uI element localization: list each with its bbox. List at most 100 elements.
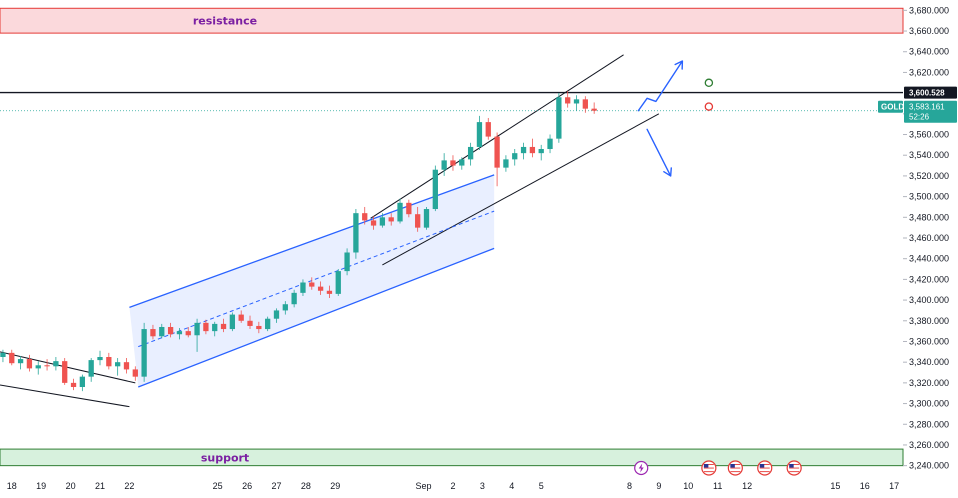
candle-body xyxy=(538,149,544,154)
resistance-zone-box[interactable] xyxy=(0,7,904,34)
candle xyxy=(159,323,165,339)
candle-countdown: 52:26 xyxy=(909,113,930,122)
y-tick-label: 3,400.000 xyxy=(909,295,949,305)
flag-stripe xyxy=(759,465,770,467)
candle-body xyxy=(273,310,280,319)
candle-body xyxy=(397,202,403,222)
candle-body xyxy=(520,146,527,154)
x-tick-label: 19 xyxy=(36,481,46,491)
resistance-zone[interactable]: resistance xyxy=(0,7,904,34)
x-tick-label: 9 xyxy=(656,481,661,491)
flag-stripe xyxy=(703,465,714,467)
x-tick-label: 5 xyxy=(539,481,544,491)
us-flag-event-icon[interactable] xyxy=(757,460,773,476)
candle xyxy=(406,199,412,218)
candle-body xyxy=(406,202,412,215)
candle-body xyxy=(167,326,174,335)
candle xyxy=(132,366,138,381)
support-zone-box[interactable] xyxy=(0,448,904,467)
candle-body xyxy=(423,209,430,228)
x-tick-label: 25 xyxy=(213,481,223,491)
candle-body xyxy=(503,159,509,168)
flag-stripe xyxy=(703,464,714,465)
bearish-arrow xyxy=(646,128,672,177)
candle-body xyxy=(432,169,438,210)
candle xyxy=(247,315,253,330)
x-tick-label: 4 xyxy=(509,481,514,491)
candle-body xyxy=(132,369,138,377)
candle xyxy=(309,277,315,290)
candle xyxy=(591,102,597,114)
x-tick-label: 20 xyxy=(66,481,76,491)
x-tick-label: 22 xyxy=(124,481,134,491)
candle xyxy=(220,318,227,333)
candle xyxy=(291,289,297,308)
candle-body xyxy=(185,331,191,336)
candle xyxy=(97,350,103,366)
candle xyxy=(185,326,191,338)
flag-stripe xyxy=(789,469,800,471)
current-price-value: 3,583.161 xyxy=(909,103,945,112)
current-price-tag: 3,583.161 52:26 xyxy=(904,100,957,123)
candle-body xyxy=(591,108,597,111)
price-axis[interactable]: 3,680.000 3,660.000 3,640.000 3,620.000 3,58… xyxy=(903,5,949,471)
lightning-bolt xyxy=(638,463,644,473)
y-tick-label: 3,260.000 xyxy=(909,440,949,450)
candle-body xyxy=(335,271,341,294)
candle-body xyxy=(35,365,41,369)
candle-body xyxy=(97,357,103,361)
candle-body xyxy=(388,217,394,222)
resistance-zone-label: resistance xyxy=(193,15,257,28)
candle-body xyxy=(379,217,386,226)
bearish-arrow-head xyxy=(663,167,672,177)
x-tick-label: 3 xyxy=(480,481,485,491)
bullish-arrow xyxy=(637,60,684,112)
us-flag-event-icon[interactable] xyxy=(701,460,717,476)
candle-body xyxy=(62,361,68,383)
candle-body xyxy=(494,136,500,168)
candle xyxy=(441,153,447,176)
economic-events[interactable] xyxy=(634,460,802,476)
candle-body xyxy=(459,159,465,166)
flag-canton xyxy=(703,464,709,468)
candle-body xyxy=(415,214,421,228)
us-flag-event-icon[interactable] xyxy=(786,460,802,476)
candle-body xyxy=(529,146,536,154)
x-tick-label: 2 xyxy=(450,481,455,491)
x-tick-label: 11 xyxy=(713,481,722,491)
y-tick-label: 3,680.000 xyxy=(909,5,949,15)
x-tick-label: 15 xyxy=(830,481,840,491)
candle-body xyxy=(194,322,200,336)
candle xyxy=(53,357,59,371)
x-tick-label: 17 xyxy=(889,481,899,491)
flag-stripe xyxy=(730,465,741,467)
candle-body xyxy=(476,122,483,147)
support-zone[interactable]: support xyxy=(0,448,904,467)
candles xyxy=(0,91,597,392)
flag-canton xyxy=(759,464,765,468)
candle xyxy=(273,308,280,323)
candle xyxy=(573,95,580,111)
x-tick-label: 27 xyxy=(271,481,281,491)
lightning-event-icon[interactable] xyxy=(634,460,649,476)
x-tick-label: 8 xyxy=(627,481,632,491)
candle xyxy=(379,213,386,228)
candle xyxy=(212,321,218,337)
flag-stripe xyxy=(789,471,800,473)
candle-body xyxy=(220,323,227,330)
flag-canton xyxy=(730,464,735,468)
flag-stripe xyxy=(759,467,770,469)
candle-body xyxy=(512,153,518,160)
time-axis[interactable]: 18 19 20 21 22 25 26 27 28 29 Sep 2 3 4 5 8 9 10 11 12 15 16 1… xyxy=(7,481,899,491)
candle-body xyxy=(212,323,218,332)
candle-body xyxy=(9,352,15,364)
candle xyxy=(494,132,500,187)
y-tick-label: 3,560.000 xyxy=(909,130,949,140)
candle xyxy=(44,359,50,371)
x-tick-label: 16 xyxy=(860,481,870,491)
us-flag-event-icon[interactable] xyxy=(727,460,743,476)
candle xyxy=(229,312,236,332)
x-tick-label: Sep xyxy=(416,481,432,491)
candle-body xyxy=(362,213,368,221)
